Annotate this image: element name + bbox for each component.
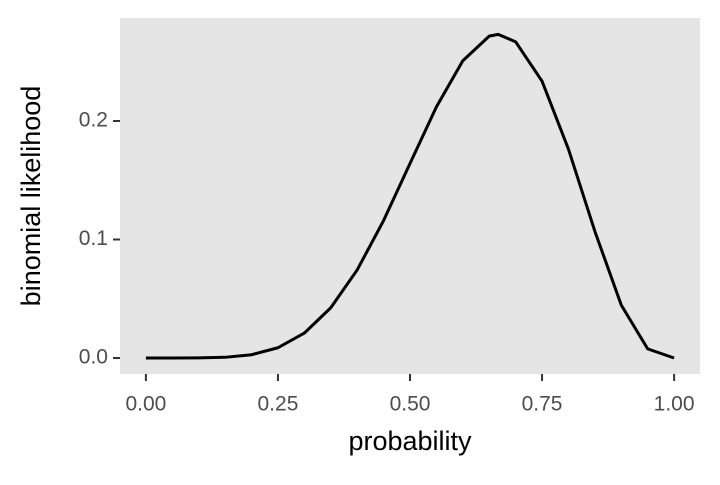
x-tick-label: 0.25	[258, 393, 299, 416]
x-tick-label: 0.75	[522, 393, 563, 416]
y-tick-label: 0.0	[79, 346, 108, 369]
y-axis-title: binomial likelihood	[16, 86, 46, 307]
x-tick-label: 1.00	[654, 393, 695, 416]
x-axis-title: probability	[348, 426, 472, 456]
x-tick-label: 0.50	[390, 393, 431, 416]
x-tick-label: 0.00	[125, 393, 166, 416]
plot-panel	[120, 18, 700, 374]
line	[145, 32, 675, 360]
y-tick-label: 0.1	[79, 227, 108, 250]
y-tick-label: 0.2	[79, 109, 108, 132]
